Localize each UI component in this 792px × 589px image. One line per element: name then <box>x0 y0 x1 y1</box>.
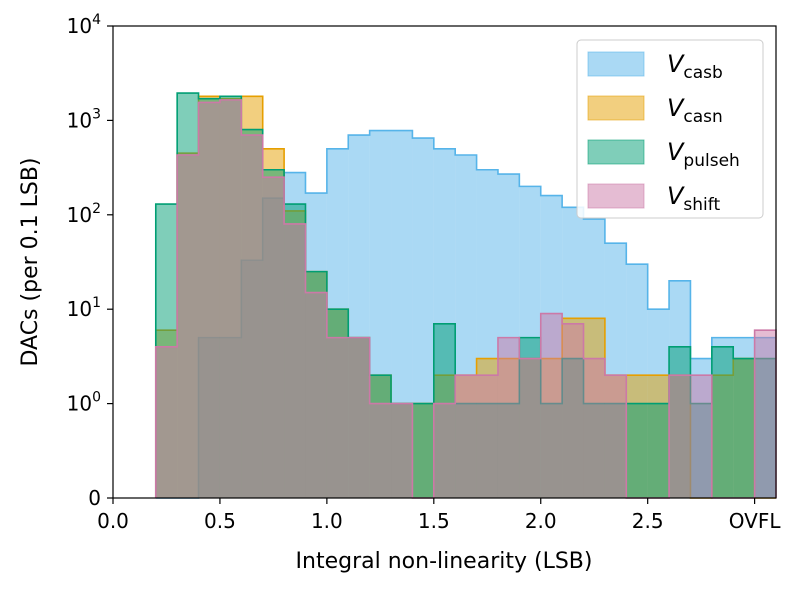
legend-label-pulseh: Vpulseh <box>667 138 740 171</box>
bar-shift-25 <box>690 375 712 498</box>
y-tick-label-2: 101 <box>67 295 101 321</box>
x-tick-label-2: 1.0 <box>311 509 343 533</box>
legend-swatch-casn <box>587 95 645 121</box>
x-tick-label-5: 2.5 <box>632 509 664 533</box>
bar-pulseh-22 <box>626 403 648 498</box>
bar-shift-7 <box>305 292 327 498</box>
x-tick-label-6: OVFL <box>729 509 782 533</box>
legend-box <box>576 39 764 219</box>
bar-shift-2 <box>198 102 220 499</box>
legend-label-shift: Vshift <box>667 182 720 215</box>
bar-shift-1 <box>177 155 199 498</box>
series-shift <box>154 99 777 499</box>
bar-shift-24 <box>669 375 691 498</box>
axes <box>112 25 777 499</box>
bar-pulseh-23 <box>647 403 670 498</box>
bar-shift-5 <box>262 177 285 498</box>
y-axis-title: DACs (per 0.1 LSB) <box>18 157 43 366</box>
bar-shift-19 <box>562 323 584 498</box>
bar-shift-28 <box>754 330 776 498</box>
legend-label-casn: Vcasn <box>667 94 723 127</box>
bar-shift-8 <box>326 337 349 498</box>
bar-shift-14 <box>455 375 477 498</box>
plot-frame <box>112 25 777 499</box>
legend-label-casb: Vcasb <box>667 50 723 83</box>
y-tick-label-0: 0 <box>88 486 101 510</box>
bar-shift-20 <box>583 358 605 498</box>
legend: Vcasb Vcasn Vpulseh Vshift <box>576 39 764 219</box>
bar-pulseh-27 <box>733 358 755 498</box>
x-axis-title: Integral non-linearity (LSB) <box>296 549 593 574</box>
y-tick-label-1: 100 <box>67 390 101 416</box>
outline-shift <box>154 99 777 499</box>
x-tick-label-1: 0.5 <box>204 509 236 533</box>
legend-swatch-shift <box>587 183 645 209</box>
bar-shift-0 <box>155 346 178 498</box>
bar-shift-3 <box>219 99 242 499</box>
bar-shift-9 <box>348 337 370 498</box>
bar-shift-16 <box>497 337 520 498</box>
bar-shift-18 <box>540 313 563 498</box>
tick-labels: 0.0 0.5 1.0 1.5 2.0 2.5 OVFL 0 100 101 102 103 104 <box>67 12 782 533</box>
legend-swatch-pulseh <box>587 139 645 165</box>
x-tick-label-3: 1.5 <box>418 509 450 533</box>
bar-shift-11 <box>391 403 413 498</box>
bar-shift-10 <box>369 403 392 498</box>
bar-shift-21 <box>604 375 627 498</box>
x-tick-label-0: 0.0 <box>97 509 129 533</box>
bar-shift-15 <box>476 375 498 498</box>
bar-pulseh-26 <box>711 346 734 498</box>
y-tick-label-5: 104 <box>67 12 101 38</box>
y-tick-label-3: 102 <box>67 201 101 227</box>
bar-shift-6 <box>284 223 306 498</box>
histogram-bars <box>154 92 777 499</box>
bar-shift-17 <box>519 358 541 498</box>
x-tick-label-4: 2.0 <box>525 509 557 533</box>
y-tick-label-4: 103 <box>67 106 101 132</box>
bar-pulseh-12 <box>412 403 434 498</box>
bar-shift-4 <box>241 135 263 498</box>
legend-swatch-casb <box>587 51 645 77</box>
bar-shift-13 <box>433 403 456 498</box>
